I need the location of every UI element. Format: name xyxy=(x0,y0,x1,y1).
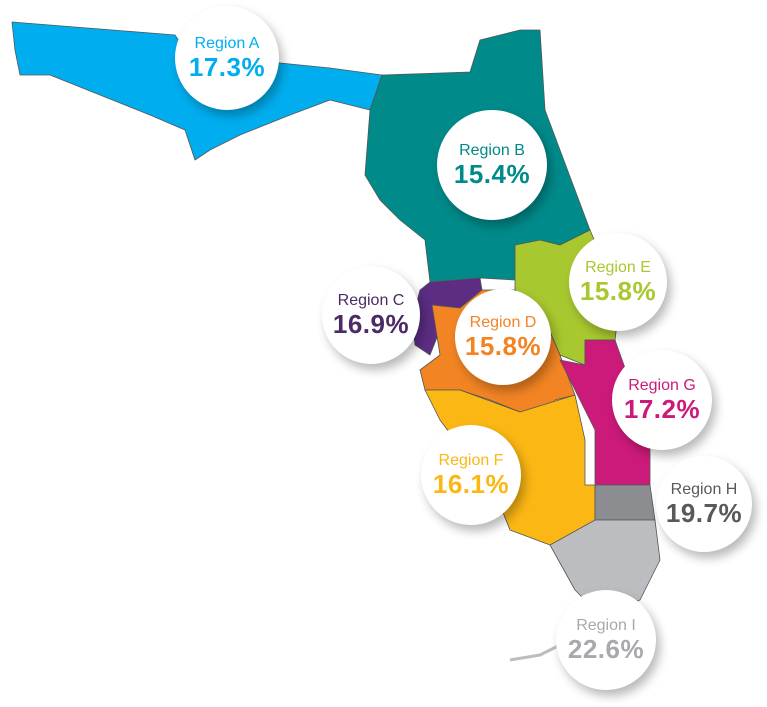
region-c-label: Region C xyxy=(337,292,405,309)
region-g-value: 17.2% xyxy=(623,394,701,424)
region-d-value: 15.8% xyxy=(464,331,542,361)
region-i-value: 22.6% xyxy=(567,634,645,664)
region-f-bubble: Region F 16.1% xyxy=(421,425,521,525)
region-h-bubble: Region H 19.7% xyxy=(656,456,752,552)
region-g-bubble: Region G 17.2% xyxy=(612,350,712,450)
region-d-bubble: Region D 15.8% xyxy=(455,289,551,385)
region-h-value: 19.7% xyxy=(665,498,743,528)
region-h-area[interactable] xyxy=(594,484,656,521)
region-e-bubble: Region E 15.8% xyxy=(569,233,667,331)
region-c-value: 16.9% xyxy=(332,309,410,339)
region-g-label: Region G xyxy=(628,377,696,394)
region-b-bubble: Region B 15.4% xyxy=(437,110,547,220)
region-a-value: 17.3% xyxy=(188,52,266,82)
region-e-label: Region E xyxy=(585,259,651,276)
region-b-label: Region B xyxy=(459,142,525,159)
region-e-value: 15.8% xyxy=(579,276,657,306)
region-d-label: Region D xyxy=(469,314,537,331)
region-f-value: 16.1% xyxy=(432,469,510,499)
region-i-label: Region I xyxy=(576,617,636,634)
region-a-bubble: Region A 17.3% xyxy=(175,6,279,110)
region-i-bubble: Region I 22.6% xyxy=(556,590,656,690)
region-h-label: Region H xyxy=(670,481,738,498)
region-c-bubble: Region C 16.9% xyxy=(322,266,420,364)
region-f-label: Region F xyxy=(438,452,504,469)
region-b-value: 15.4% xyxy=(453,159,531,189)
region-a-label: Region A xyxy=(194,35,260,52)
